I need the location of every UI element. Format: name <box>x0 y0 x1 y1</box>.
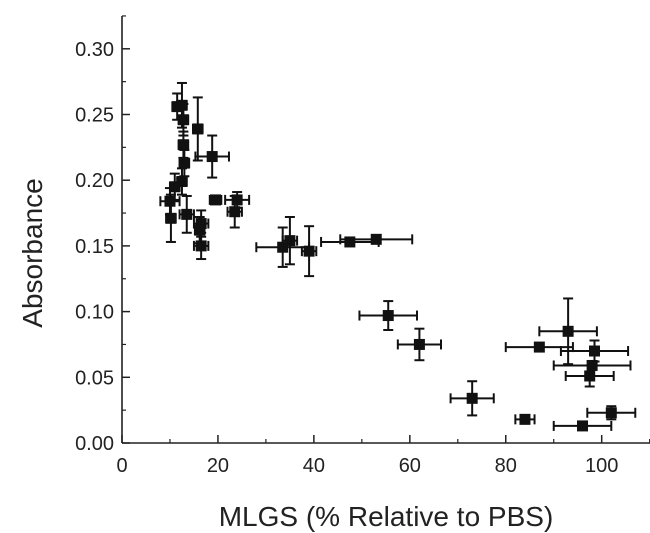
data-point <box>226 194 243 229</box>
x-tick-label: 80 <box>495 455 517 477</box>
y-tick-label: 0.10 <box>75 302 114 324</box>
square-marker <box>176 99 188 111</box>
y-tick-label: 0.00 <box>75 433 114 455</box>
square-marker <box>519 413 531 425</box>
data-point <box>564 364 615 388</box>
square-marker <box>210 194 222 206</box>
data-point <box>538 297 598 366</box>
data-point <box>178 148 191 178</box>
x-tick-label: 40 <box>303 455 325 477</box>
data-point <box>320 236 380 248</box>
x-tick-label: 20 <box>207 455 229 477</box>
data-point <box>559 339 630 363</box>
square-marker <box>195 240 207 252</box>
square-marker <box>231 194 243 206</box>
data-point <box>339 233 414 245</box>
y-axis-title: Absorbance <box>17 178 48 327</box>
data-points <box>159 81 637 432</box>
square-marker <box>194 224 206 236</box>
data-point <box>176 81 188 129</box>
data-point <box>176 167 188 196</box>
data-point <box>514 413 536 425</box>
data-point <box>586 405 637 421</box>
square-marker <box>192 123 204 135</box>
y-tick-label: 0.25 <box>75 105 114 127</box>
square-marker <box>177 114 189 126</box>
y-tick-label: 0.05 <box>75 367 114 389</box>
x-tick-label: 0 <box>116 455 127 477</box>
x-axis-title: MLGS (% Relative to PBS) <box>219 501 554 532</box>
square-marker <box>165 212 177 224</box>
data-point <box>208 194 223 206</box>
square-marker <box>176 176 188 188</box>
x-tick-label: 60 <box>399 455 421 477</box>
data-point <box>165 193 177 243</box>
square-marker <box>195 218 207 230</box>
square-marker <box>382 310 394 322</box>
square-marker <box>344 236 356 248</box>
x-tick-label: 100 <box>585 455 618 477</box>
data-point <box>177 102 190 137</box>
square-marker <box>229 206 241 218</box>
square-marker <box>370 233 382 245</box>
data-point <box>194 134 230 179</box>
data-point <box>552 420 613 432</box>
data-point <box>300 225 318 278</box>
data-point <box>192 231 210 261</box>
data-point <box>281 215 299 266</box>
square-marker <box>177 139 189 151</box>
data-point <box>178 194 195 234</box>
square-marker <box>533 341 545 353</box>
square-marker <box>584 370 596 382</box>
square-marker <box>206 151 218 163</box>
square-marker <box>277 241 289 253</box>
square-marker <box>589 345 601 357</box>
x-axis-ticks: 0 20 40 60 80 100 <box>116 435 650 477</box>
data-point <box>224 191 251 209</box>
square-marker <box>605 407 617 419</box>
square-marker <box>577 420 589 432</box>
square-marker <box>562 325 574 337</box>
square-marker <box>284 235 296 247</box>
y-tick-label: 0.30 <box>75 39 114 61</box>
square-marker <box>303 245 315 257</box>
data-point <box>449 380 495 417</box>
data-point <box>358 300 419 331</box>
y-tick-label: 0.15 <box>75 236 114 258</box>
square-marker <box>181 208 193 220</box>
data-point <box>191 96 204 162</box>
square-marker <box>466 392 478 404</box>
plot-frame <box>121 16 650 444</box>
square-marker <box>169 181 181 193</box>
square-marker <box>413 338 425 350</box>
square-marker <box>178 157 190 169</box>
y-tick-label: 0.20 <box>75 170 114 192</box>
data-point <box>396 327 443 362</box>
y-axis-ticks: 0.00 0.05 0.10 0.15 0.20 0.25 0.30 <box>75 15 130 455</box>
